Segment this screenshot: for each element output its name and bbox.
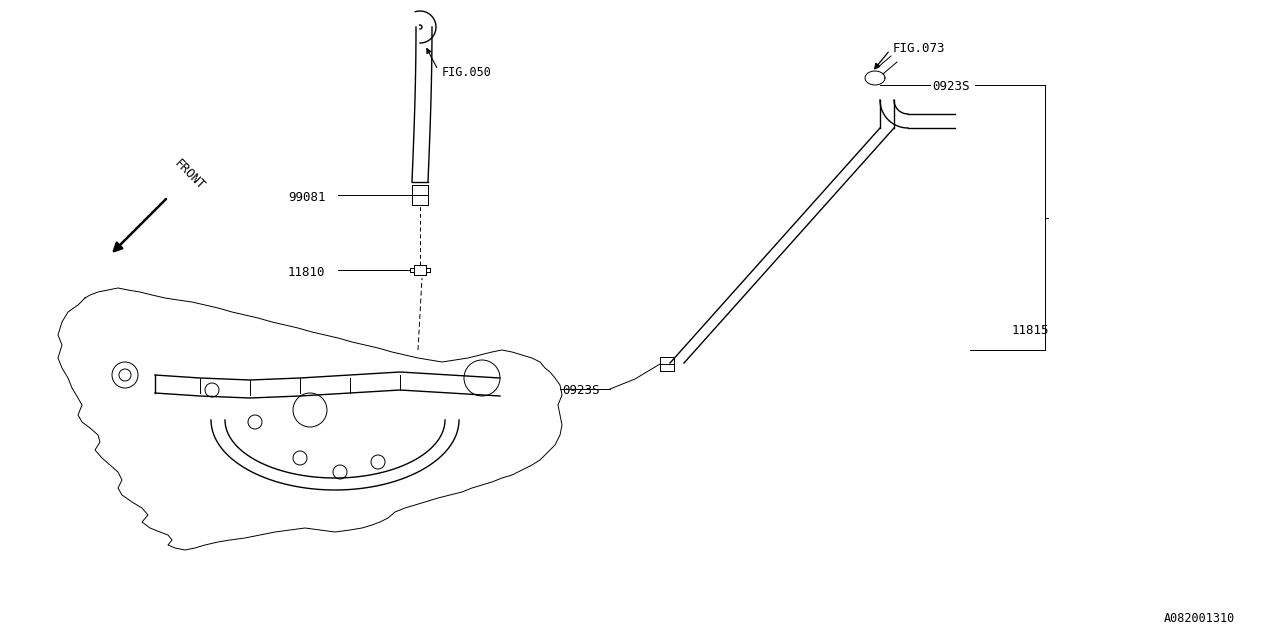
- Text: FIG.073: FIG.073: [893, 42, 946, 54]
- Text: 11810: 11810: [288, 266, 325, 278]
- Text: 99081: 99081: [288, 191, 325, 204]
- Text: 0923S: 0923S: [932, 81, 969, 93]
- Text: FRONT: FRONT: [172, 157, 207, 193]
- Text: FIG.050: FIG.050: [442, 65, 492, 79]
- Text: 11815: 11815: [1012, 323, 1050, 337]
- Text: A082001310: A082001310: [1164, 611, 1235, 625]
- Text: 0923S: 0923S: [562, 385, 599, 397]
